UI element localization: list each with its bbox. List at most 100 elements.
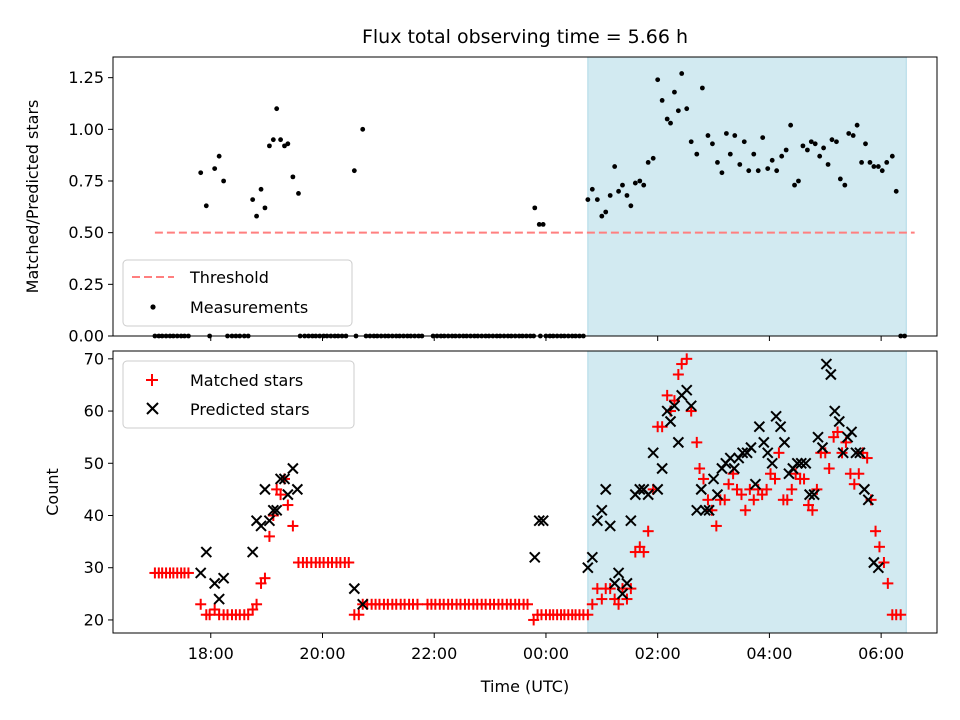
matched-point	[343, 557, 355, 568]
matched-point	[182, 567, 194, 579]
x-tick-label: 18:00	[188, 644, 234, 663]
legend-predicted-label: Predicted stars	[190, 400, 310, 419]
predicted-point-b	[259, 483, 271, 496]
predicted-point	[758, 436, 770, 449]
predicted-point	[664, 415, 677, 428]
matched-point	[613, 598, 625, 610]
matched-point	[672, 369, 684, 380]
predicted-point	[661, 405, 673, 417]
measurement-point	[854, 122, 860, 128]
measurement-point	[871, 164, 877, 169]
legend-matched-label: Matched stars	[190, 371, 303, 390]
x-tick-label: 20:00	[299, 644, 345, 663]
predicted-point-b	[287, 462, 299, 475]
predicted-point	[591, 515, 604, 527]
top-legend: Threshold Measurements	[122, 259, 353, 327]
predicted-point-b	[672, 436, 685, 449]
predicted-point-b	[621, 577, 633, 590]
matched-point	[710, 520, 722, 532]
measurement-point	[221, 178, 227, 184]
bottom-y-axis-label: Count	[43, 468, 62, 516]
predicted-point	[695, 483, 707, 496]
matched-point	[694, 463, 706, 474]
measurement-point	[727, 151, 733, 157]
matched-point	[873, 541, 885, 553]
matched-point	[798, 473, 810, 485]
y-tick-label: 60	[84, 402, 104, 421]
measurement-point	[723, 131, 729, 136]
measurement-point	[620, 182, 625, 188]
predicted-point-b	[195, 567, 207, 579]
legend-matched-swatch	[146, 374, 158, 386]
measurement-point	[270, 137, 276, 143]
matched-point	[761, 483, 773, 495]
measurement-point	[212, 166, 218, 172]
predicted-point	[829, 405, 841, 417]
predicted-point	[255, 520, 267, 532]
observing-span	[587, 57, 907, 336]
measurement-point	[351, 168, 357, 174]
predicted-point-b	[854, 447, 866, 459]
measurement-point	[774, 168, 780, 174]
matched-point	[676, 358, 688, 370]
predicted-point	[770, 410, 782, 422]
matched-point	[895, 609, 907, 621]
matched-point	[642, 525, 654, 537]
predicted-point	[791, 457, 804, 469]
measurement-point	[699, 85, 705, 91]
predicted-point	[691, 504, 703, 516]
bottom-axes-frame	[112, 350, 938, 634]
measurement-point	[779, 153, 785, 159]
predicted-point-b	[529, 551, 541, 563]
predicted-point	[274, 473, 287, 485]
predicted-point-b	[656, 462, 668, 475]
measurement-point	[612, 164, 618, 169]
predicted-point-b	[820, 358, 833, 370]
predicted-point	[816, 441, 829, 454]
matched-point	[282, 499, 294, 511]
matched-point	[853, 468, 865, 480]
matched-point	[681, 353, 693, 365]
top-y-ticks: 0.00 0.25 0.50 0.75 1.00 1.25	[68, 68, 113, 346]
predicted-point-b	[753, 421, 766, 433]
measurement-point	[765, 166, 771, 172]
top-x-ticks	[210, 336, 882, 341]
predicted-point-b	[634, 483, 646, 496]
measurement-point	[859, 160, 864, 165]
predicted-point	[600, 483, 612, 496]
predicted-point-b	[208, 577, 221, 590]
measurement-point	[715, 160, 720, 165]
legend-predicted-swatch	[146, 402, 159, 415]
predicted-point-b	[770, 410, 782, 422]
predicted-point	[537, 515, 549, 527]
predicted-point	[621, 577, 633, 590]
predicted-point	[825, 368, 837, 381]
matched-point	[823, 463, 835, 474]
measurement-point	[842, 182, 848, 188]
measurement-point	[741, 139, 747, 145]
matched-point	[848, 478, 860, 490]
matched-point	[723, 478, 735, 490]
matched-point	[251, 598, 263, 610]
predicted-point	[582, 562, 594, 574]
bottom-legend: Matched stars Predicted stars	[122, 360, 355, 429]
measurement-point	[603, 209, 609, 215]
measurement-point	[672, 89, 677, 95]
matched-point	[773, 447, 785, 459]
predicted-point-b	[758, 436, 770, 449]
predicted-point-b	[213, 593, 225, 605]
matched-point	[353, 609, 365, 621]
matched-point	[781, 494, 793, 506]
predicted-point-b	[357, 598, 369, 610]
predicted-point	[862, 494, 874, 506]
measurement-point	[783, 147, 789, 153]
x-tick-label: 22:00	[411, 644, 457, 663]
predicted-point-b	[263, 515, 276, 527]
predicted-point	[872, 562, 885, 574]
measurement-point	[737, 162, 743, 167]
predicted-point-b	[200, 546, 213, 558]
matched-point	[204, 609, 216, 621]
measurement-point	[655, 77, 661, 83]
measurement-point	[585, 197, 591, 203]
